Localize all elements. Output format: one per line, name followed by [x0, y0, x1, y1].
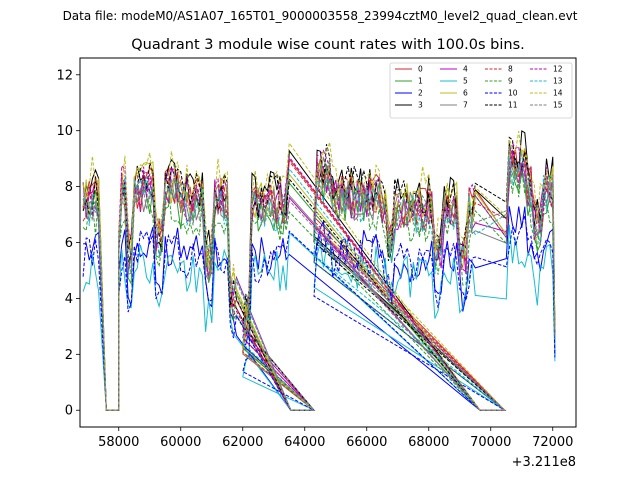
legend-label-10: 10 [508, 89, 518, 98]
x-tick-label: 58000 [98, 435, 139, 450]
legend-label-2: 2 [418, 89, 423, 98]
legend-label-7: 7 [463, 101, 468, 110]
y-axis-ticks: 0 2 4 6 8 10 12 [56, 68, 80, 419]
legend-label-6: 6 [463, 89, 468, 98]
legend-label-11: 11 [508, 101, 518, 110]
x-axis-ticks: 58000 60000 62000 64000 66000 68000 70000 72000 [98, 427, 573, 450]
legend-label-0: 0 [418, 65, 423, 74]
x-offset-label: +3.211e8 [512, 455, 576, 470]
y-tick-label: 8 [65, 180, 73, 195]
legend-label-5: 5 [463, 77, 468, 86]
y-tick-label: 6 [65, 236, 73, 251]
series-lines [82, 130, 556, 411]
legend-label-15: 15 [553, 101, 563, 110]
legend-label-14: 14 [553, 89, 563, 98]
legend-label-12: 12 [553, 65, 563, 74]
y-tick-label: 4 [65, 292, 73, 307]
series-line-14 [82, 131, 556, 411]
y-tick-label: 2 [65, 348, 73, 363]
series-line-15 [82, 146, 556, 411]
series-line-2 [83, 206, 556, 411]
x-tick-label: 70000 [470, 435, 511, 450]
legend-label-1: 1 [418, 77, 423, 86]
y-tick-label: 0 [65, 404, 73, 419]
x-tick-label: 72000 [532, 435, 573, 450]
series-line-5 [82, 224, 556, 411]
legend-label-3: 3 [418, 101, 423, 110]
y-tick-label: 12 [56, 68, 73, 83]
legend-label-9: 9 [508, 77, 513, 86]
x-tick-label: 64000 [284, 435, 325, 450]
series-line-10 [82, 215, 556, 411]
chart-title: Quadrant 3 module wise count rates with … [131, 37, 525, 53]
x-tick-label: 68000 [408, 435, 449, 450]
x-tick-label: 60000 [160, 435, 201, 450]
legend-label-8: 8 [508, 65, 513, 74]
legend-box [389, 62, 573, 119]
y-tick-label: 10 [56, 124, 73, 139]
series-line-13 [82, 151, 556, 411]
x-tick-label: 66000 [346, 435, 387, 450]
x-tick-label: 62000 [222, 435, 263, 450]
legend-label-13: 13 [553, 77, 563, 86]
legend-label-4: 4 [463, 65, 468, 74]
suptitle: Data file: modeM0/AS1A07_165T01_90000035… [63, 9, 578, 23]
